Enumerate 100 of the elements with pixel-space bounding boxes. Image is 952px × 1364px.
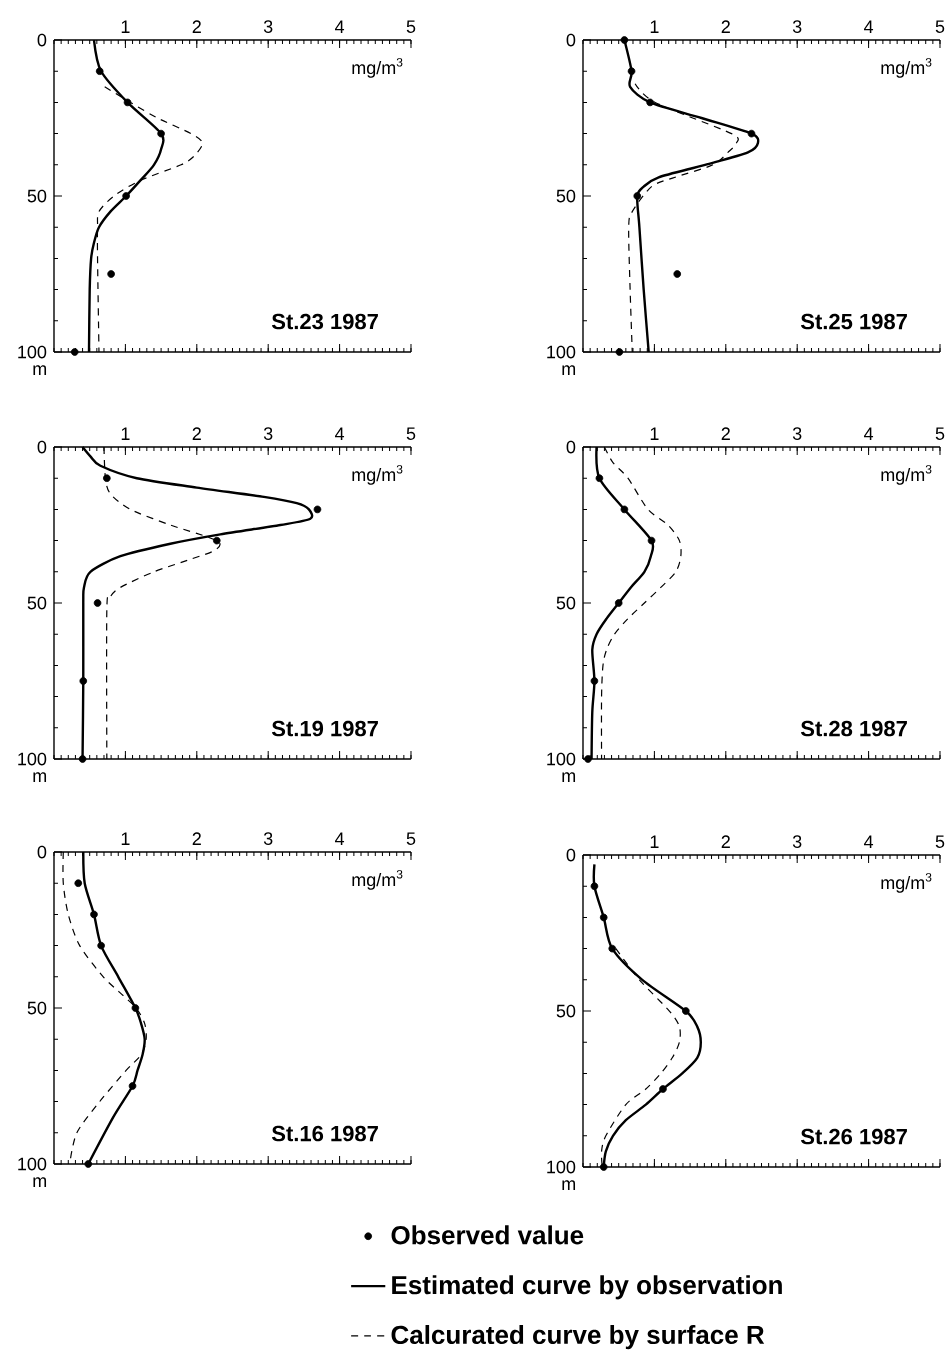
x-tick-label: 4 xyxy=(864,427,874,440)
x-tick-label: 1 xyxy=(121,832,130,845)
point xyxy=(313,505,322,514)
x-tick-label: 3 xyxy=(263,427,273,440)
point xyxy=(599,913,608,922)
x-tick-label: 5 xyxy=(935,20,945,33)
y-axis-title: m xyxy=(562,772,576,782)
x-tick-label: 2 xyxy=(192,832,201,845)
y-tick-label: 0 xyxy=(566,440,576,454)
x-tick-label: 3 xyxy=(263,832,273,845)
x-tick-label: 2 xyxy=(192,427,201,440)
x-tick-label: 3 xyxy=(263,20,273,33)
y-tick-label: 0 xyxy=(37,440,47,454)
y-axis-title: m xyxy=(33,365,47,376)
y-tick-label: 50 xyxy=(556,1004,576,1018)
y-tick-label: 50 xyxy=(27,189,47,203)
x-tick-label: 3 xyxy=(792,20,802,33)
x-tick-label: 5 xyxy=(406,20,416,33)
x-tick-label: 5 xyxy=(935,427,945,440)
x-axis-title: mg/m$^{3}$ xyxy=(881,873,932,893)
x-tick-label: 2 xyxy=(721,427,730,440)
x-tick-label: 1 xyxy=(650,427,659,440)
x-tick-label: 2 xyxy=(721,20,730,33)
x-tick-label: 1 xyxy=(121,20,130,33)
point xyxy=(90,910,98,919)
point xyxy=(620,36,629,44)
point xyxy=(584,755,592,763)
point xyxy=(673,270,682,278)
point xyxy=(646,98,654,107)
point xyxy=(131,1004,140,1012)
text: St.26 1987 xyxy=(800,1128,907,1145)
point xyxy=(157,129,165,138)
y-tick-label: 0 xyxy=(37,33,47,47)
x-tick-label: 3 xyxy=(792,427,802,440)
point xyxy=(70,348,79,356)
y-tick-label: 0 xyxy=(566,848,576,862)
x-axis-title: mg/m$^{3}$ xyxy=(352,58,403,78)
point xyxy=(590,677,599,685)
point xyxy=(122,192,130,200)
y-axis-title: m xyxy=(33,1177,47,1187)
point xyxy=(647,536,656,545)
y-tick-label: 100 xyxy=(18,752,47,766)
point xyxy=(595,474,604,483)
point xyxy=(93,599,102,607)
x-tick-label: 4 xyxy=(864,20,874,33)
y-axis-title: m xyxy=(562,365,576,376)
y-tick-label: 50 xyxy=(556,189,576,203)
x-tick-label: 2 xyxy=(721,835,730,848)
y-tick-label: 100 xyxy=(547,345,576,359)
point xyxy=(128,1082,137,1090)
point xyxy=(95,67,104,76)
legend-label: Observed value xyxy=(391,1225,584,1245)
point xyxy=(212,536,221,545)
y-tick-label: 50 xyxy=(556,596,576,610)
x-tick-label: 2 xyxy=(192,20,201,33)
text: St.16 1987 xyxy=(271,1125,378,1142)
point xyxy=(590,882,599,891)
y-tick-label: 50 xyxy=(27,1001,47,1015)
point xyxy=(633,192,642,200)
point xyxy=(627,67,636,76)
point xyxy=(79,677,88,685)
point xyxy=(614,599,623,607)
x-tick-label: 5 xyxy=(935,835,945,848)
point xyxy=(747,129,756,138)
point xyxy=(599,1163,608,1171)
point xyxy=(615,348,624,356)
text: St.25 1987 xyxy=(800,313,907,330)
y-tick-label: 100 xyxy=(547,752,576,766)
x-tick-label: 1 xyxy=(650,835,659,848)
legend-label: Estimated curve by observation xyxy=(392,1275,782,1300)
x-tick-label: 4 xyxy=(335,20,345,33)
y-tick-label: 50 xyxy=(27,596,47,610)
point xyxy=(84,1160,93,1168)
point xyxy=(620,505,629,514)
x-tick-label: 5 xyxy=(406,832,416,845)
text: St.23 1987 xyxy=(271,313,378,330)
x-tick-label: 1 xyxy=(121,427,130,440)
point xyxy=(78,755,87,763)
x-axis-title: mg/m$^{3}$ xyxy=(352,870,403,890)
y-tick-label: 100 xyxy=(18,1157,47,1171)
x-tick-label: 4 xyxy=(335,832,345,845)
x-tick-label: 4 xyxy=(864,835,874,848)
x-tick-label: 3 xyxy=(792,835,802,848)
x-tick-label: 5 xyxy=(406,427,416,440)
x-axis-title: mg/m$^{3}$ xyxy=(881,465,932,485)
point xyxy=(74,879,83,888)
text: St.28 1987 xyxy=(800,720,907,737)
point xyxy=(659,1085,667,1093)
x-axis-title: mg/m$^{3}$ xyxy=(881,58,932,78)
y-axis-title: m xyxy=(562,1180,576,1191)
point xyxy=(123,98,132,107)
point xyxy=(608,944,617,953)
y-tick-label: 100 xyxy=(18,345,47,359)
x-tick-label: 1 xyxy=(650,20,659,33)
y-axis-title: m xyxy=(33,772,47,782)
point xyxy=(103,474,111,483)
point xyxy=(682,1007,690,1015)
x-tick-label: 4 xyxy=(335,427,345,440)
y-tick-label: 0 xyxy=(566,33,576,47)
legend-label: Calcurated curve by surface R xyxy=(391,1325,765,1350)
